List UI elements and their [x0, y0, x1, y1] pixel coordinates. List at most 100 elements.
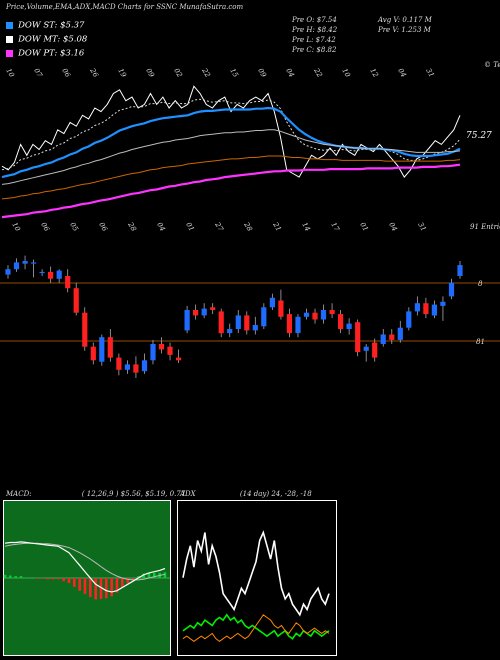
- macd-histogram-bar: [51, 578, 55, 580]
- bottom-date-label: 21: [271, 220, 283, 233]
- candle: [269, 293, 275, 310]
- candle: [210, 303, 216, 315]
- chart-header: Price,Volume,EMA,ADX,MACD Charts for SSN…: [0, 0, 500, 60]
- candle-body: [124, 364, 130, 370]
- candle: [338, 310, 344, 334]
- candle: [65, 269, 71, 293]
- candle: [286, 308, 292, 338]
- candle-body: [107, 337, 113, 358]
- macd-histogram-bar: [25, 577, 28, 578]
- candle-body: [338, 314, 344, 330]
- candle-body: [431, 304, 437, 316]
- candle: [124, 360, 130, 374]
- stat-open: Pre O: $7.54: [292, 16, 337, 24]
- price-top-right-label: © Tega: [484, 61, 500, 69]
- price-series-4: [1, 155, 461, 200]
- candle: [389, 329, 395, 344]
- top-date-label: 02: [172, 67, 184, 79]
- legend-swatch-st: [6, 22, 13, 29]
- stat-prev-volume: Pre V: 1.253 M: [378, 26, 431, 34]
- top-date-label: 07: [32, 67, 44, 79]
- candle: [363, 344, 369, 362]
- bottom-date-label: 05: [68, 221, 80, 233]
- candle: [372, 338, 378, 362]
- candle-body: [150, 344, 156, 361]
- candle: [176, 349, 182, 364]
- candle-body: [397, 327, 403, 340]
- candle: [448, 278, 455, 300]
- candle-body: [235, 315, 241, 329]
- candle-body: [184, 310, 190, 331]
- legend-st: DOW ST: $5.37: [6, 15, 84, 31]
- top-date-label: 09: [256, 67, 268, 79]
- candle: [320, 304, 327, 324]
- minus-di-line: [182, 614, 330, 643]
- candle: [90, 342, 96, 365]
- macd-lines: [4, 541, 166, 593]
- stat-high: Pre H: $8.42: [292, 26, 338, 34]
- candle: [107, 329, 113, 362]
- bottom-date-label: 01: [184, 221, 195, 233]
- candle: [380, 329, 386, 347]
- candle-body: [99, 337, 105, 362]
- stat-close: Pre C: $8.82: [292, 46, 337, 54]
- adx-label: ADX: [180, 490, 196, 498]
- candle-body: [389, 334, 395, 340]
- candle-body: [286, 314, 292, 334]
- candle-body: [457, 265, 463, 276]
- candle: [99, 334, 105, 366]
- macd-histogram-bar: [41, 578, 44, 579]
- candle: [201, 303, 207, 319]
- candle-body: [414, 303, 420, 312]
- bottom-date-label: 01: [358, 221, 369, 233]
- legend-pt-label: DOW PT: $3.16: [18, 48, 85, 59]
- macd-histogram-bar: [14, 576, 17, 578]
- candles: [5, 255, 463, 378]
- candle: [31, 259, 37, 278]
- macd-histogram-bar: [46, 578, 49, 580]
- macd-histogram-bar: [147, 572, 151, 578]
- candle-body: [355, 322, 361, 353]
- macd-histogram-bar: [30, 578, 33, 579]
- candle-body: [167, 346, 173, 355]
- macd-histogram-bar: [163, 572, 167, 578]
- legend-st-label: DOW ST: $5.37: [18, 20, 85, 31]
- macd-histogram-bar: [9, 575, 12, 578]
- bottom-date-label: 04: [155, 221, 166, 233]
- candle-body: [13, 262, 20, 270]
- adx-lines: [182, 530, 330, 643]
- macd-histogram-bar: [126, 578, 129, 584]
- macd-histogram-bar: [99, 578, 103, 599]
- candle: [278, 289, 284, 320]
- candle-body: [218, 311, 224, 334]
- candle: [218, 308, 224, 338]
- price-series-5: [1, 163, 461, 219]
- macd-histogram-bar: [83, 578, 87, 594]
- macd-histogram-bar: [115, 578, 119, 593]
- macd-params: ( 12,26,9 ) $5.56, $5.19, 0.77: [81, 490, 186, 498]
- candle: [22, 255, 28, 270]
- candle: [423, 297, 429, 319]
- candle: [414, 296, 420, 316]
- bottom-date-label: 28: [242, 220, 254, 233]
- price-ema-chart: 10 07 06 26 19 09 02 22 15 09 04 22 10 12 04 31 10 06 05 0…: [1, 61, 500, 233]
- level-label-lower: 81: [476, 338, 485, 346]
- candle: [440, 296, 446, 321]
- candle: [397, 320, 403, 343]
- macd-histogram-bar: [35, 578, 39, 579]
- last-price-label: 75.27: [466, 131, 492, 141]
- macd-histogram-bar: [3, 574, 7, 578]
- candle: [252, 316, 258, 335]
- candle-body: [320, 310, 327, 320]
- bottom-date-label: 14: [300, 221, 311, 233]
- candle-body: [380, 334, 386, 344]
- legend-swatch-pt: [6, 50, 13, 57]
- candle-body: [363, 346, 369, 351]
- top-date-label: 04: [284, 67, 295, 79]
- candle-body: [423, 303, 429, 315]
- chart-title: Price,Volume,EMA,ADX,MACD Charts for SSN…: [6, 3, 244, 11]
- bottom-date-label: 27: [213, 220, 225, 233]
- candle-body: [73, 288, 79, 313]
- candle: [235, 310, 241, 334]
- macd-histogram-bar: [121, 578, 124, 588]
